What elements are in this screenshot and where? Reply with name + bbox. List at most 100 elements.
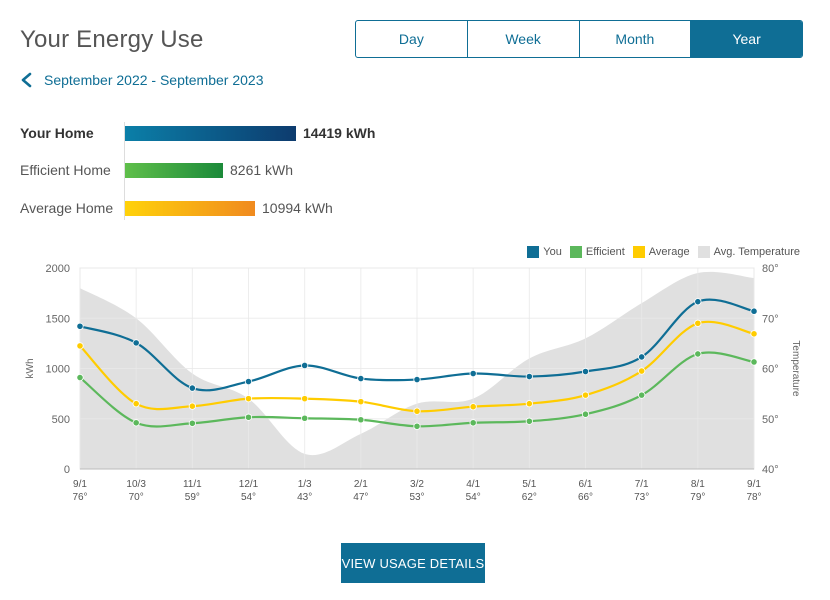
date-range: September 2022 - September 2023: [20, 72, 263, 88]
tab-day[interactable]: Day: [356, 21, 468, 57]
x-temperature-label: 76°: [72, 492, 87, 503]
data-point-you: [188, 384, 196, 392]
legend-label: Efficient: [585, 246, 625, 258]
comparison-row-efficient-home: Efficient Home 8261 kWh: [20, 155, 293, 185]
y-tick-label: 2000: [46, 263, 70, 275]
comparison-bar: [125, 125, 296, 141]
x-tick-label: 2/1: [354, 479, 368, 490]
data-point-average: [525, 400, 533, 408]
data-point-efficient: [244, 413, 253, 421]
legend-swatch: [569, 246, 582, 258]
tab-week[interactable]: Week: [468, 21, 580, 57]
data-point-average: [357, 398, 365, 406]
y2-tick-label: 40°: [762, 464, 779, 476]
legend-item-efficient[interactable]: Efficient: [569, 246, 625, 258]
comparison-bar: [125, 200, 255, 216]
comparison-value: 10994 kWh: [262, 200, 333, 216]
tab-month[interactable]: Month: [580, 21, 692, 57]
x-tick-label: 7/1: [635, 479, 649, 490]
x-temperature-label: 73°: [634, 492, 649, 503]
view-usage-details-button[interactable]: VIEW USAGE DETAILS: [341, 543, 485, 583]
x-tick-label: 9/1: [747, 479, 761, 490]
legend-swatch: [632, 246, 645, 258]
data-point-efficient: [357, 416, 365, 424]
comparison-label: Efficient Home: [20, 162, 111, 178]
data-point-average: [188, 402, 196, 410]
y2-tick-label: 50°: [762, 414, 779, 426]
comparison-bar: [125, 162, 223, 178]
data-point-you: [581, 367, 590, 376]
data-point-average: [694, 319, 702, 327]
data-point-you: [638, 353, 646, 361]
legend-label: You: [543, 246, 562, 258]
data-point-you: [525, 372, 533, 381]
x-temperature-label: 66°: [578, 492, 593, 503]
page-title: Your Energy Use: [20, 26, 204, 53]
data-point-efficient: [413, 422, 421, 430]
data-point-average: [301, 395, 309, 403]
period-tabs: Day Week Month Year: [355, 20, 803, 58]
x-temperature-label: 54°: [241, 492, 256, 503]
data-point-average: [750, 330, 758, 338]
y2-axis-title: Temperature: [790, 340, 801, 397]
legend-label: Average: [648, 246, 690, 258]
legend-item-temperature[interactable]: Avg. Temperature: [697, 246, 800, 258]
comparison-divider: [124, 122, 125, 220]
comparison-label: Average Home: [20, 200, 114, 216]
x-tick-label: 12/1: [239, 479, 259, 490]
data-point-efficient: [469, 419, 477, 427]
data-point-average: [638, 367, 646, 375]
data-point-efficient: [188, 419, 196, 427]
y-tick-label: 500: [52, 414, 70, 426]
x-tick-label: 11/1: [183, 479, 202, 490]
data-point-efficient: [581, 410, 590, 418]
x-tick-label: 5/1: [522, 479, 536, 490]
x-temperature-label: 47°: [353, 492, 368, 503]
data-point-efficient: [694, 350, 702, 358]
comparison-value: 8261 kWh: [230, 162, 294, 178]
data-point-average: [469, 403, 477, 411]
data-point-you: [750, 307, 758, 315]
data-point-average: [76, 342, 84, 350]
x-tick-label: 1/3: [298, 479, 312, 490]
tab-year[interactable]: Year: [691, 21, 802, 57]
date-range-label: September 2022 - September 2023: [44, 72, 264, 88]
data-point-efficient: [638, 391, 646, 399]
data-point-you: [244, 377, 253, 386]
legend-item-average[interactable]: Average: [632, 246, 690, 258]
energy-usage-chart: 0 500 1000 1500 2000 40° 50° 60° 70° 80° kWh Temper…: [25, 263, 801, 503]
x-tick-label: 8/1: [691, 479, 705, 490]
comparison-row-average-home: Average Home 10994 kWh: [20, 193, 333, 223]
x-temperature-label: 70°: [129, 492, 144, 503]
x-tick-label: 10/3: [126, 479, 146, 490]
data-point-you: [694, 298, 702, 306]
comparison-label: Your Home: [20, 125, 94, 141]
x-tick-label: 4/1: [466, 479, 480, 490]
x-temperature-label: 53°: [409, 492, 424, 503]
x-temperature-label: 59°: [185, 492, 200, 503]
data-point-efficient: [750, 358, 758, 366]
x-temperature-label: 79°: [690, 492, 705, 503]
y2-tick-label: 60°: [762, 364, 779, 376]
chevron-left-icon[interactable]: [20, 72, 34, 88]
data-point-you: [413, 375, 421, 384]
data-point-you: [301, 361, 309, 370]
data-point-efficient: [132, 419, 140, 427]
data-point-you: [357, 374, 365, 383]
x-temperature-label: 54°: [466, 492, 481, 503]
data-point-you: [469, 369, 477, 378]
data-point-average: [413, 407, 421, 415]
chart-legend: You Efficient Average Avg. Temperature: [519, 246, 800, 258]
y-tick-label: 1000: [46, 364, 70, 376]
y-axis-title: kWh: [25, 359, 36, 379]
data-point-average: [132, 400, 140, 408]
x-tick-label: 3/2: [410, 479, 424, 490]
y2-tick-label: 70°: [762, 313, 779, 325]
y2-tick-label: 80°: [762, 263, 779, 275]
data-point-efficient: [76, 373, 84, 382]
legend-swatch: [527, 246, 540, 258]
y-tick-label: 1500: [46, 313, 70, 325]
comparison-row-your-home: Your Home 14419 kWh: [20, 118, 375, 148]
legend-label: Avg. Temperature: [713, 246, 800, 258]
legend-item-you[interactable]: You: [527, 246, 562, 258]
